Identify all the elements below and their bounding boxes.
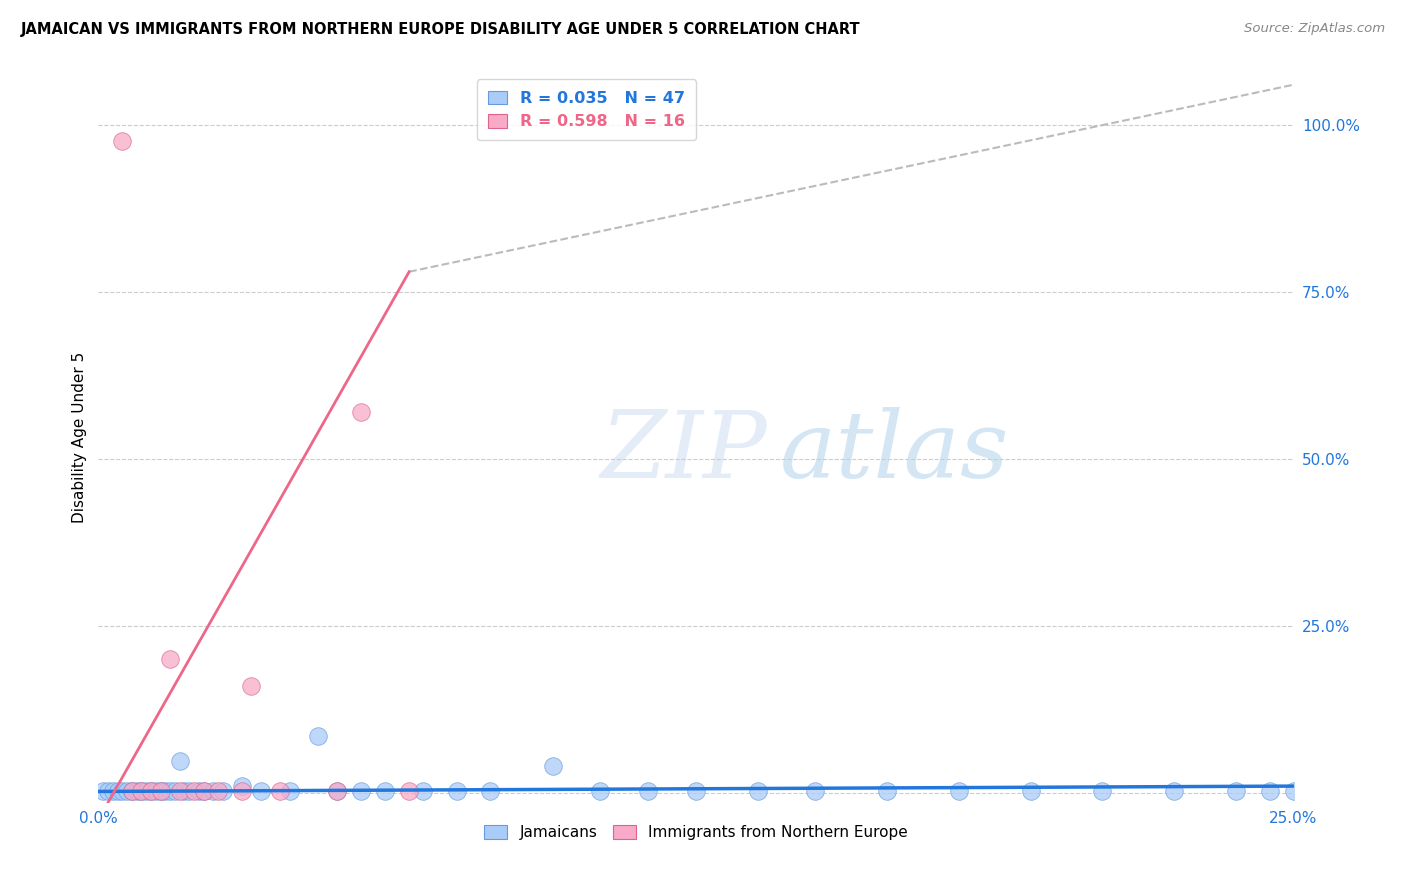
Point <box>125 784 148 798</box>
Point <box>169 754 191 768</box>
Point <box>163 784 186 798</box>
Point <box>111 135 134 149</box>
Text: Source: ZipAtlas.com: Source: ZipAtlas.com <box>1244 22 1385 36</box>
Point <box>101 784 124 798</box>
Text: atlas: atlas <box>779 407 1010 497</box>
Point <box>876 784 898 798</box>
Point <box>250 784 273 798</box>
Point <box>398 784 420 798</box>
Point <box>107 784 129 798</box>
Point <box>183 784 205 798</box>
Point <box>91 784 114 798</box>
Point <box>121 784 143 798</box>
Point <box>637 784 659 798</box>
Point <box>139 784 162 798</box>
Point <box>159 784 181 798</box>
Point <box>1225 784 1247 798</box>
Point <box>139 784 162 798</box>
Point <box>231 779 253 793</box>
Text: JAMAICAN VS IMMIGRANTS FROM NORTHERN EUROPE DISABILITY AGE UNDER 5 CORRELATION C: JAMAICAN VS IMMIGRANTS FROM NORTHERN EUR… <box>21 22 860 37</box>
Point <box>207 784 229 798</box>
Point <box>589 784 612 798</box>
Point <box>479 784 502 798</box>
Point <box>446 784 468 798</box>
Point <box>1019 784 1042 798</box>
Point <box>97 784 120 798</box>
Point <box>193 784 215 798</box>
Point <box>173 784 195 798</box>
Point <box>1258 784 1281 798</box>
Point <box>155 784 177 798</box>
Point <box>211 784 233 798</box>
Point <box>269 784 291 798</box>
Point <box>193 784 215 798</box>
Point <box>131 784 153 798</box>
Point <box>1282 784 1305 798</box>
Point <box>131 784 153 798</box>
Point <box>159 652 181 666</box>
Point <box>1163 784 1185 798</box>
Point <box>115 784 138 798</box>
Point <box>804 784 827 798</box>
Point <box>111 784 134 798</box>
Point <box>747 784 769 798</box>
Point <box>326 784 349 798</box>
Point <box>145 784 167 798</box>
Point <box>149 784 172 798</box>
Point <box>121 784 143 798</box>
Y-axis label: Disability Age Under 5: Disability Age Under 5 <box>72 351 87 523</box>
Point <box>307 729 329 743</box>
Legend: Jamaicans, Immigrants from Northern Europe: Jamaicans, Immigrants from Northern Euro… <box>478 819 914 847</box>
Point <box>135 784 157 798</box>
Point <box>202 784 225 798</box>
Point <box>685 784 707 798</box>
Point <box>541 759 564 773</box>
Point <box>231 784 253 798</box>
Point <box>948 784 970 798</box>
Point <box>179 784 201 798</box>
Point <box>412 784 434 798</box>
Point <box>1091 784 1114 798</box>
Point <box>374 784 396 798</box>
Point <box>149 784 172 798</box>
Point <box>187 784 209 798</box>
Point <box>350 405 373 419</box>
Point <box>240 679 263 693</box>
Point <box>169 784 191 798</box>
Point <box>326 784 349 798</box>
Point <box>278 784 301 798</box>
Point <box>350 784 373 798</box>
Text: ZIP: ZIP <box>600 407 768 497</box>
